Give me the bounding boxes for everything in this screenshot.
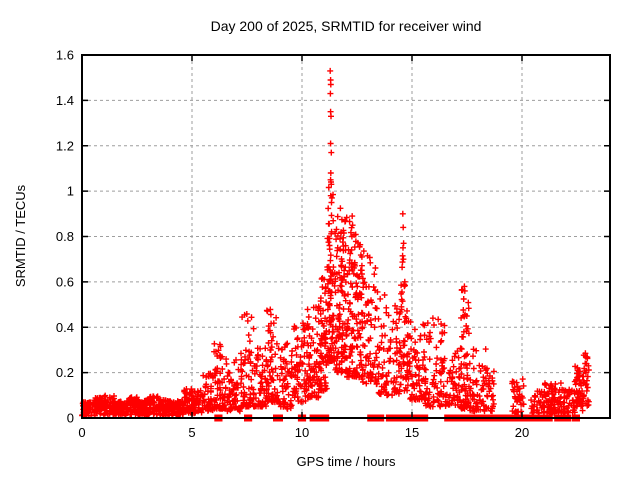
x-tick-label: 15 (405, 425, 419, 440)
axis-tick-labels: 0 5 10 15 20 0 0.2 0.4 0.6 0.8 1 1.2 1.4 1.6 (56, 48, 529, 441)
x-axis-label: GPS time / hours (297, 454, 396, 469)
chart-title: Day 200 of 2025, SRMTID for receiver win… (211, 18, 482, 34)
y-tick-label: 0.4 (56, 320, 74, 335)
x-tick-label: 0 (78, 425, 85, 440)
y-tick-label: 1.2 (56, 138, 74, 153)
y-tick-label: 0.6 (56, 274, 74, 289)
y-tick-label: 1.6 (56, 48, 74, 63)
y-axis-label: SRMTID / TECUs (13, 184, 28, 287)
x-tick-label: 20 (515, 425, 529, 440)
x-tick-label: 5 (188, 425, 195, 440)
y-tick-label: 0.2 (56, 365, 74, 380)
y-tick-label: 1 (67, 184, 74, 199)
axis-ticks (81, 54, 610, 419)
y-tick-label: 0.8 (56, 229, 74, 244)
y-tick-label: 0 (67, 411, 74, 426)
x-tick-label: 10 (295, 425, 309, 440)
y-tick-label: 1.4 (56, 93, 74, 108)
